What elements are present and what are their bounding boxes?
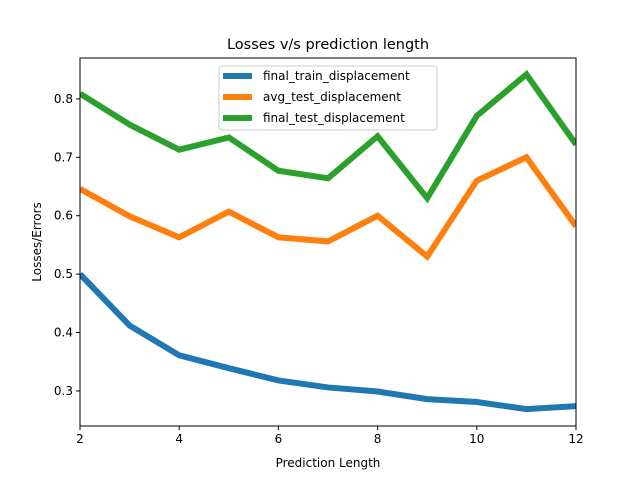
series-line-final-test-displacement xyxy=(80,69,576,204)
x-axis-label: Prediction Length xyxy=(276,456,381,470)
x-axis: 2 4 6 8 10 12 xyxy=(76,426,584,446)
x-tick-label: 2 xyxy=(76,432,84,446)
y-axis: 0.3 0.4 0.5 0.6 0.7 0.8 xyxy=(54,92,80,398)
chart-title: Losses v/s prediction length xyxy=(227,37,429,53)
x-tick-label: 10 xyxy=(469,432,484,446)
x-tick-label: 8 xyxy=(374,432,382,446)
y-tick-label: 0.6 xyxy=(54,209,73,223)
y-tick-label: 0.3 xyxy=(54,384,73,398)
legend-label-final-train-displacement: final_train_displacement xyxy=(263,69,410,83)
series-layer xyxy=(80,69,576,413)
y-tick-label: 0.4 xyxy=(54,326,73,340)
legend: final_train_displacement avg_test_displac… xyxy=(218,65,438,131)
y-tick-label: 0.8 xyxy=(54,92,73,106)
legend-box xyxy=(218,65,438,131)
y-tick-label: 0.5 xyxy=(54,267,73,281)
y-tick-label: 0.7 xyxy=(54,150,73,164)
plot-frame xyxy=(79,57,577,427)
x-tick-label: 12 xyxy=(568,432,583,446)
series-line-avg-test-displacement xyxy=(80,153,576,262)
legend-label-avg-test-displacement: avg_test_displacement xyxy=(263,90,401,104)
x-tick-label: 4 xyxy=(175,432,183,446)
x-tick-label: 6 xyxy=(275,432,283,446)
y-axis-label: Losses/Errors xyxy=(30,202,44,282)
legend-label-final-test-displacement: final_test_displacement xyxy=(263,111,405,125)
series-line-final-train-displacement xyxy=(80,272,576,413)
